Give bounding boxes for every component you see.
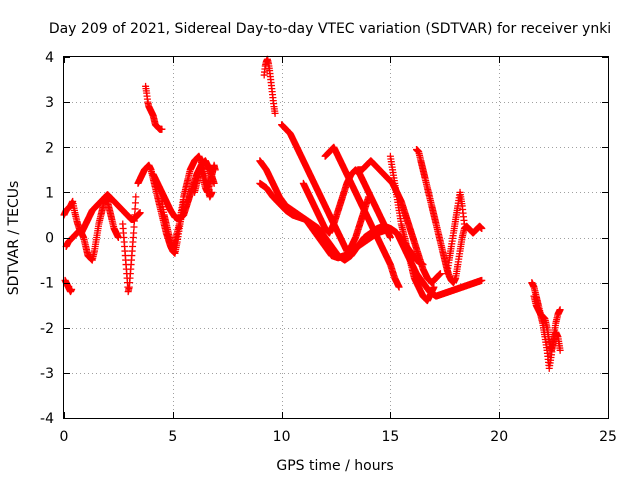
series-seg-h [158, 152, 216, 251]
chart-title: Day 209 of 2021, Sidereal Day-to-day VTE… [49, 21, 611, 37]
data-point [395, 283, 403, 291]
data-point [130, 217, 138, 225]
y-tick-label: -1 [40, 276, 54, 292]
series-seg-i [191, 161, 219, 196]
series-seg-s [443, 188, 468, 278]
series-seg-u [530, 292, 564, 354]
y-tick-label: 3 [45, 95, 54, 111]
data-point [478, 276, 486, 284]
data-point [211, 166, 219, 174]
data-point [131, 211, 139, 219]
x-tick-label: 15 [381, 429, 399, 445]
series-seg-b [62, 193, 122, 264]
data-point [132, 193, 140, 201]
series-seg-d [119, 193, 140, 296]
x-tick-label: 20 [490, 429, 508, 445]
series-seg-j [260, 55, 279, 117]
data-point [131, 205, 139, 213]
data-point [430, 283, 438, 291]
series-seg-a [60, 191, 144, 237]
data-point [271, 109, 279, 117]
y-tick-label: 2 [45, 140, 54, 156]
data-point [136, 209, 144, 217]
y-axis-label: SDTVAR / TECUs [6, 181, 22, 296]
y-tick-label: -2 [40, 321, 54, 337]
data-point [436, 270, 444, 278]
x-axis-label: GPS time / hours [276, 458, 393, 474]
y-tick-label: -3 [40, 366, 54, 382]
x-tick-label: 0 [60, 429, 69, 445]
x-tick-label: 25 [599, 429, 617, 445]
x-tick-label: 5 [168, 429, 177, 445]
data-point [556, 346, 564, 354]
x-tick-label: 10 [273, 429, 291, 445]
data-point [460, 220, 468, 228]
series-seg-n [299, 166, 394, 241]
y-tick-label: 1 [45, 185, 54, 201]
data-point [68, 285, 76, 293]
data-point [478, 224, 486, 232]
data-point [158, 125, 166, 133]
y-tick-label: 4 [45, 50, 54, 66]
data-point [130, 223, 138, 231]
y-tick-label: 0 [45, 231, 54, 247]
series-seg-f [142, 82, 166, 133]
data-point [130, 229, 138, 237]
y-tick-label: -4 [40, 411, 54, 427]
series-seg-o [321, 143, 403, 291]
data-point [386, 234, 394, 241]
plot-frame [63, 56, 609, 419]
data-point [556, 306, 564, 314]
data-point [131, 199, 139, 207]
series-seg-q [386, 152, 438, 305]
